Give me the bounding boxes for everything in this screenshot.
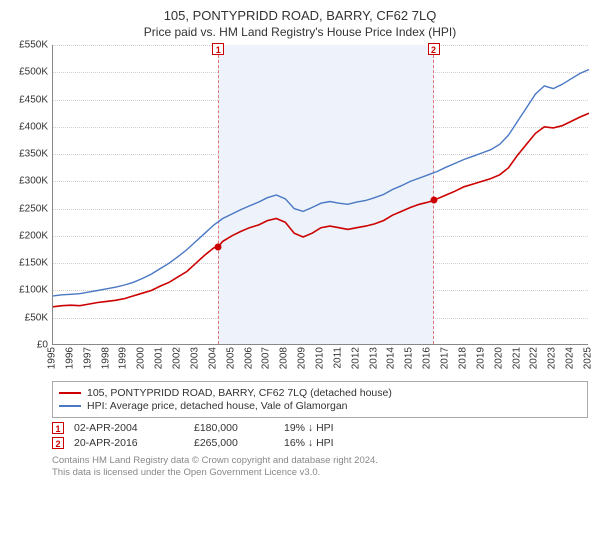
x-tick-label: 2021 [511, 347, 522, 369]
x-tick-label: 2011 [332, 347, 343, 369]
page-subtitle: Price paid vs. HM Land Registry's House … [10, 25, 590, 39]
x-tick-label: 2020 [493, 347, 504, 369]
x-tick-label: 1995 [47, 347, 58, 369]
sale-row: 2 20-APR-2016 £265,000 16% ↓ HPI [52, 437, 590, 449]
sale-diff: 16% ↓ HPI [284, 437, 374, 449]
sale-row: 1 02-APR-2004 £180,000 19% ↓ HPI [52, 422, 590, 434]
x-tick-label: 2004 [207, 347, 218, 369]
y-tick-label: £250K [19, 203, 48, 214]
series-hpi [53, 70, 589, 296]
x-tick-label: 2015 [404, 347, 415, 369]
series-property [53, 113, 589, 307]
x-tick-label: 1998 [100, 347, 111, 369]
y-tick-label: £150K [19, 258, 48, 269]
footnote: Contains HM Land Registry data © Crown c… [52, 455, 590, 479]
legend-swatch [59, 405, 81, 407]
price-chart: £0£50K£100K£150K£200K£250K£300K£350K£400… [10, 45, 590, 375]
page-title: 105, PONTYPRIDD ROAD, BARRY, CF62 7LQ [10, 8, 590, 23]
x-tick-label: 2019 [475, 347, 486, 369]
sales-table: 1 02-APR-2004 £180,000 19% ↓ HPI 2 20-APR-201… [52, 422, 590, 449]
x-tick-label: 2023 [547, 347, 558, 369]
x-tick-label: 2018 [457, 347, 468, 369]
y-tick-label: £300K [19, 176, 48, 187]
x-tick-label: 2022 [529, 347, 540, 369]
footnote-line: This data is licensed under the Open Gov… [52, 467, 590, 479]
y-axis-labels: £0£50K£100K£150K£200K£250K£300K£350K£400… [10, 45, 50, 345]
y-tick-label: £450K [19, 94, 48, 105]
sale-marker-box: 1 [52, 422, 64, 434]
legend-label: HPI: Average price, detached house, Vale… [87, 400, 348, 412]
legend-swatch [59, 392, 81, 394]
x-tick-label: 2017 [440, 347, 451, 369]
x-tick-label: 2008 [279, 347, 290, 369]
x-tick-label: 2001 [154, 347, 165, 369]
y-tick-label: £500K [19, 67, 48, 78]
sale-date: 02-APR-2004 [74, 422, 184, 434]
x-tick-label: 2014 [386, 347, 397, 369]
sale-price: £265,000 [194, 437, 274, 449]
footnote-line: Contains HM Land Registry data © Crown c… [52, 455, 590, 467]
x-tick-label: 2009 [297, 347, 308, 369]
sale-marker-box: 2 [52, 437, 64, 449]
x-tick-label: 1996 [64, 347, 75, 369]
y-tick-label: £50K [25, 312, 48, 323]
sale-price: £180,000 [194, 422, 274, 434]
y-tick-label: £100K [19, 285, 48, 296]
legend-label: 105, PONTYPRIDD ROAD, BARRY, CF62 7LQ (d… [87, 387, 392, 399]
y-tick-label: £200K [19, 230, 48, 241]
x-tick-label: 2025 [583, 347, 594, 369]
legend-row: HPI: Average price, detached house, Vale… [59, 400, 581, 412]
y-tick-label: £400K [19, 121, 48, 132]
x-tick-label: 2006 [243, 347, 254, 369]
legend-row: 105, PONTYPRIDD ROAD, BARRY, CF62 7LQ (d… [59, 387, 581, 399]
y-tick-label: £350K [19, 149, 48, 160]
x-tick-label: 2024 [565, 347, 576, 369]
x-tick-label: 2012 [350, 347, 361, 369]
x-tick-label: 2016 [422, 347, 433, 369]
plot-area: 12 [52, 45, 588, 345]
x-axis-labels: 1995199619971998199920002001200220032004… [52, 347, 588, 375]
y-tick-label: £550K [19, 40, 48, 51]
sale-diff: 19% ↓ HPI [284, 422, 374, 434]
sale-dot [430, 197, 437, 204]
x-tick-label: 2000 [136, 347, 147, 369]
sale-dot [215, 243, 222, 250]
sale-date: 20-APR-2016 [74, 437, 184, 449]
x-tick-label: 1999 [118, 347, 129, 369]
x-tick-label: 2005 [225, 347, 236, 369]
legend: 105, PONTYPRIDD ROAD, BARRY, CF62 7LQ (d… [52, 381, 588, 418]
x-tick-label: 2010 [315, 347, 326, 369]
x-tick-label: 2002 [172, 347, 183, 369]
x-tick-label: 2003 [189, 347, 200, 369]
chart-lines [53, 45, 589, 345]
x-tick-label: 2013 [368, 347, 379, 369]
x-tick-label: 2007 [261, 347, 272, 369]
x-tick-label: 1997 [82, 347, 93, 369]
